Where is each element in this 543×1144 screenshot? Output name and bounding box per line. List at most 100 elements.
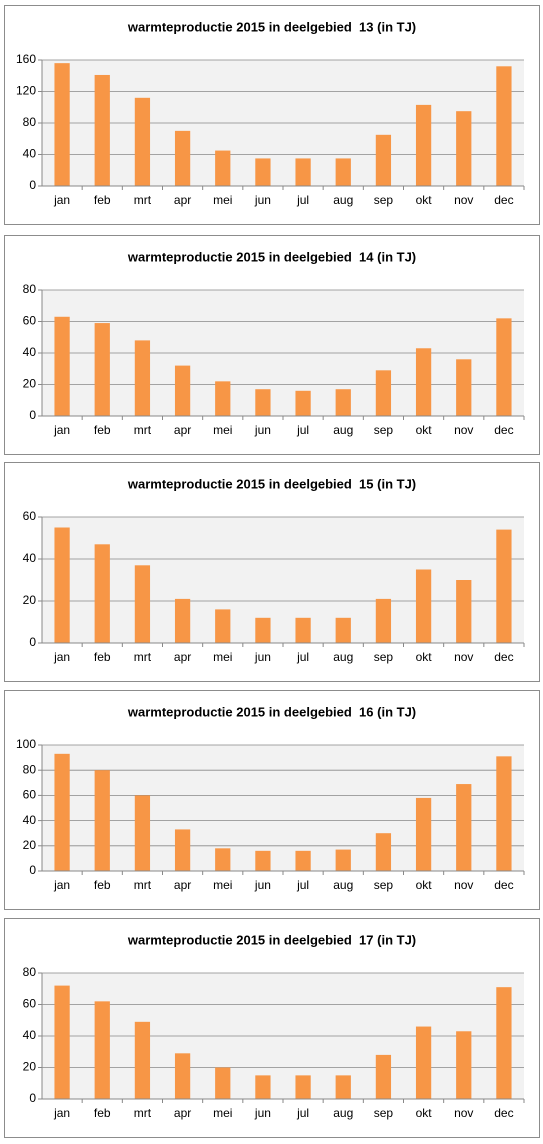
x-tick-label: jan [53,878,70,892]
y-tick-label: 20 [23,838,37,852]
y-tick-label: 40 [23,147,37,161]
bar [255,389,271,416]
bar [335,617,351,643]
bar [295,158,311,186]
x-tick-label: dec [494,423,513,437]
bar [174,829,191,871]
x-tick-label: mei [213,878,232,892]
y-tick-label: 60 [23,997,37,1011]
x-tick-label: okt [416,1106,433,1120]
x-tick-label: jan [53,423,70,437]
x-tick-label: sep [374,878,394,892]
y-tick-label: 20 [23,1060,37,1074]
x-tick-label: aug [333,650,353,664]
x-tick-label: feb [94,193,111,207]
x-tick-label: mrt [134,193,152,207]
x-tick-label: apr [174,650,191,664]
x-tick-label: aug [333,423,353,437]
y-tick-label: 80 [23,762,37,776]
bar [456,111,472,186]
bar [215,848,231,871]
y-tick-label: 0 [29,635,36,649]
bar [134,795,151,871]
x-tick-label: aug [333,193,353,207]
x-tick-label: mrt [134,650,152,664]
x-tick-label: okt [416,193,433,207]
bar [415,348,432,416]
x-tick-label: mei [213,193,232,207]
bar [375,598,392,643]
x-tick-label: apr [174,878,191,892]
bar [174,1053,191,1099]
y-tick-label: 0 [29,178,36,192]
bar [255,158,271,186]
x-tick-label: sep [374,650,394,664]
x-tick-label: jun [254,1106,271,1120]
x-tick-label: sep [374,423,394,437]
bar [496,318,512,416]
bar [174,598,191,643]
chart-title: warmteproductie 2015 in deelgebied 17 (i… [127,932,416,947]
bar [335,389,351,416]
bar [255,1075,271,1099]
y-tick-label: 100 [16,737,36,751]
x-tick-label: jul [296,650,309,664]
y-tick-label: 60 [23,314,37,328]
y-tick-label: 40 [23,1028,37,1042]
y-tick-label: 20 [23,593,37,607]
x-tick-label: jul [296,878,309,892]
bar [215,609,231,643]
bar [94,544,110,643]
bar [174,365,191,416]
bar [335,158,351,186]
bar [456,580,472,643]
x-tick-label: dec [494,650,513,664]
x-tick-label: jul [296,193,309,207]
bar [215,1067,231,1099]
x-tick-label: mrt [134,878,152,892]
x-tick-label: jun [254,650,271,664]
bar [94,323,110,416]
x-tick-label: feb [94,1106,111,1120]
x-tick-label: dec [494,878,513,892]
bar [134,1021,151,1099]
bar [375,134,392,186]
x-tick-label: nov [454,1106,473,1120]
bar [456,359,472,416]
chart-title: warmteproductie 2015 in deelgebied 16 (i… [127,704,416,719]
y-tick-label: 0 [29,1091,36,1105]
bar [496,756,512,871]
y-tick-label: 160 [16,52,36,66]
y-tick-label: 40 [23,551,37,565]
bar [415,1026,432,1099]
x-tick-label: mei [213,650,232,664]
x-tick-label: aug [333,878,353,892]
x-tick-label: nov [454,193,473,207]
bar [54,527,70,643]
x-tick-label: mrt [134,423,152,437]
x-tick-label: aug [333,1106,353,1120]
x-tick-label: jul [296,1106,309,1120]
chart-title: warmteproductie 2015 in deelgebied 15 (i… [127,476,416,491]
x-tick-label: jun [254,193,271,207]
x-tick-label: okt [416,423,433,437]
bar [54,985,70,1099]
x-tick-label: jul [296,423,309,437]
x-tick-label: feb [94,423,111,437]
bar [456,1031,472,1099]
bar [295,390,311,416]
x-tick-label: mrt [134,1106,152,1120]
bar [415,797,432,871]
bar [496,529,512,643]
bar [255,850,271,871]
x-tick-label: sep [374,193,394,207]
x-tick-label: okt [416,878,433,892]
x-tick-label: nov [454,423,473,437]
x-tick-label: jan [53,193,70,207]
bar [295,1075,311,1099]
bar [295,850,311,871]
x-tick-label: sep [374,1106,394,1120]
y-tick-label: 40 [23,345,37,359]
x-tick-label: apr [174,193,191,207]
y-tick-label: 40 [23,813,37,827]
